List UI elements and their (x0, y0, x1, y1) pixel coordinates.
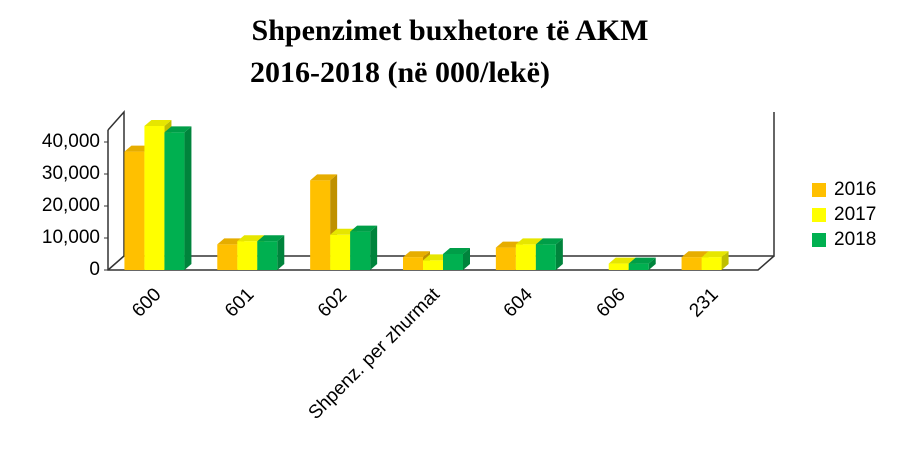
bar-front (608, 263, 629, 270)
bar-front (310, 180, 331, 270)
bar (535, 238, 563, 270)
bar-front (701, 257, 722, 270)
legend-swatch (812, 183, 826, 197)
bar-front (535, 244, 556, 270)
legend-swatch (812, 233, 826, 247)
bar-top (535, 238, 563, 245)
x-tick-label: 602 (314, 284, 351, 321)
bar-top (515, 238, 543, 245)
bar-top (144, 120, 172, 126)
y-tick-label: 20,000 (42, 195, 100, 216)
bar-front (628, 263, 649, 270)
bar-side (370, 225, 378, 270)
x-tick-label: 601 (221, 284, 258, 321)
bar-front (443, 254, 463, 270)
chart-title: 2016-2018 (në 000/lekë) (250, 56, 550, 89)
bar-front (681, 257, 702, 270)
x-tick-label: 600 (128, 284, 165, 321)
x-tick-label: 604 (500, 284, 538, 322)
bar-front (257, 241, 278, 270)
bar-front (237, 241, 258, 270)
bar-side (184, 126, 192, 271)
bar-top (403, 251, 430, 258)
legend-swatch (812, 208, 826, 222)
legend-label: 2018 (834, 229, 876, 250)
bar-side (463, 248, 470, 270)
bar (257, 235, 285, 270)
bar-top (443, 248, 470, 254)
bar-top (164, 126, 192, 133)
bar-top (628, 257, 656, 264)
bar (350, 225, 378, 270)
bar-front (124, 151, 145, 270)
bar-top (310, 174, 338, 181)
bar-top (350, 225, 378, 232)
bar-front (403, 257, 423, 270)
bar-front (495, 247, 516, 270)
bar-top (257, 235, 285, 242)
bar-front (164, 132, 185, 270)
y-tick-label: 30,000 (42, 163, 100, 184)
bar-side (721, 251, 729, 270)
y-tick-label: 0 (89, 259, 100, 280)
bar (701, 251, 729, 270)
bar-front (350, 231, 371, 270)
legend-label: 2016 (834, 179, 876, 200)
y-tick-label: 40,000 (42, 131, 100, 152)
bar-top (237, 235, 265, 242)
bar-top (608, 257, 636, 264)
bar-front (515, 244, 536, 270)
legend-label: 2017 (834, 204, 876, 225)
x-tick-label: 231 (685, 284, 722, 321)
bar-top (701, 251, 729, 258)
axes-frame (107, 110, 775, 271)
chart-title: Shpenzimet buxhetore të AKM (252, 14, 649, 47)
y-tick-label: 10,000 (42, 227, 100, 248)
bar (443, 248, 470, 270)
bar (628, 257, 656, 270)
bar-top (681, 251, 709, 258)
bar-side (648, 257, 656, 270)
bar-front (423, 260, 443, 270)
bar-front (217, 244, 238, 270)
bar-side (555, 238, 563, 270)
bar (164, 126, 192, 271)
bar-front (144, 126, 165, 270)
bar-front (330, 234, 351, 270)
x-tick-label: 606 (593, 284, 630, 321)
bar-side (277, 235, 285, 270)
